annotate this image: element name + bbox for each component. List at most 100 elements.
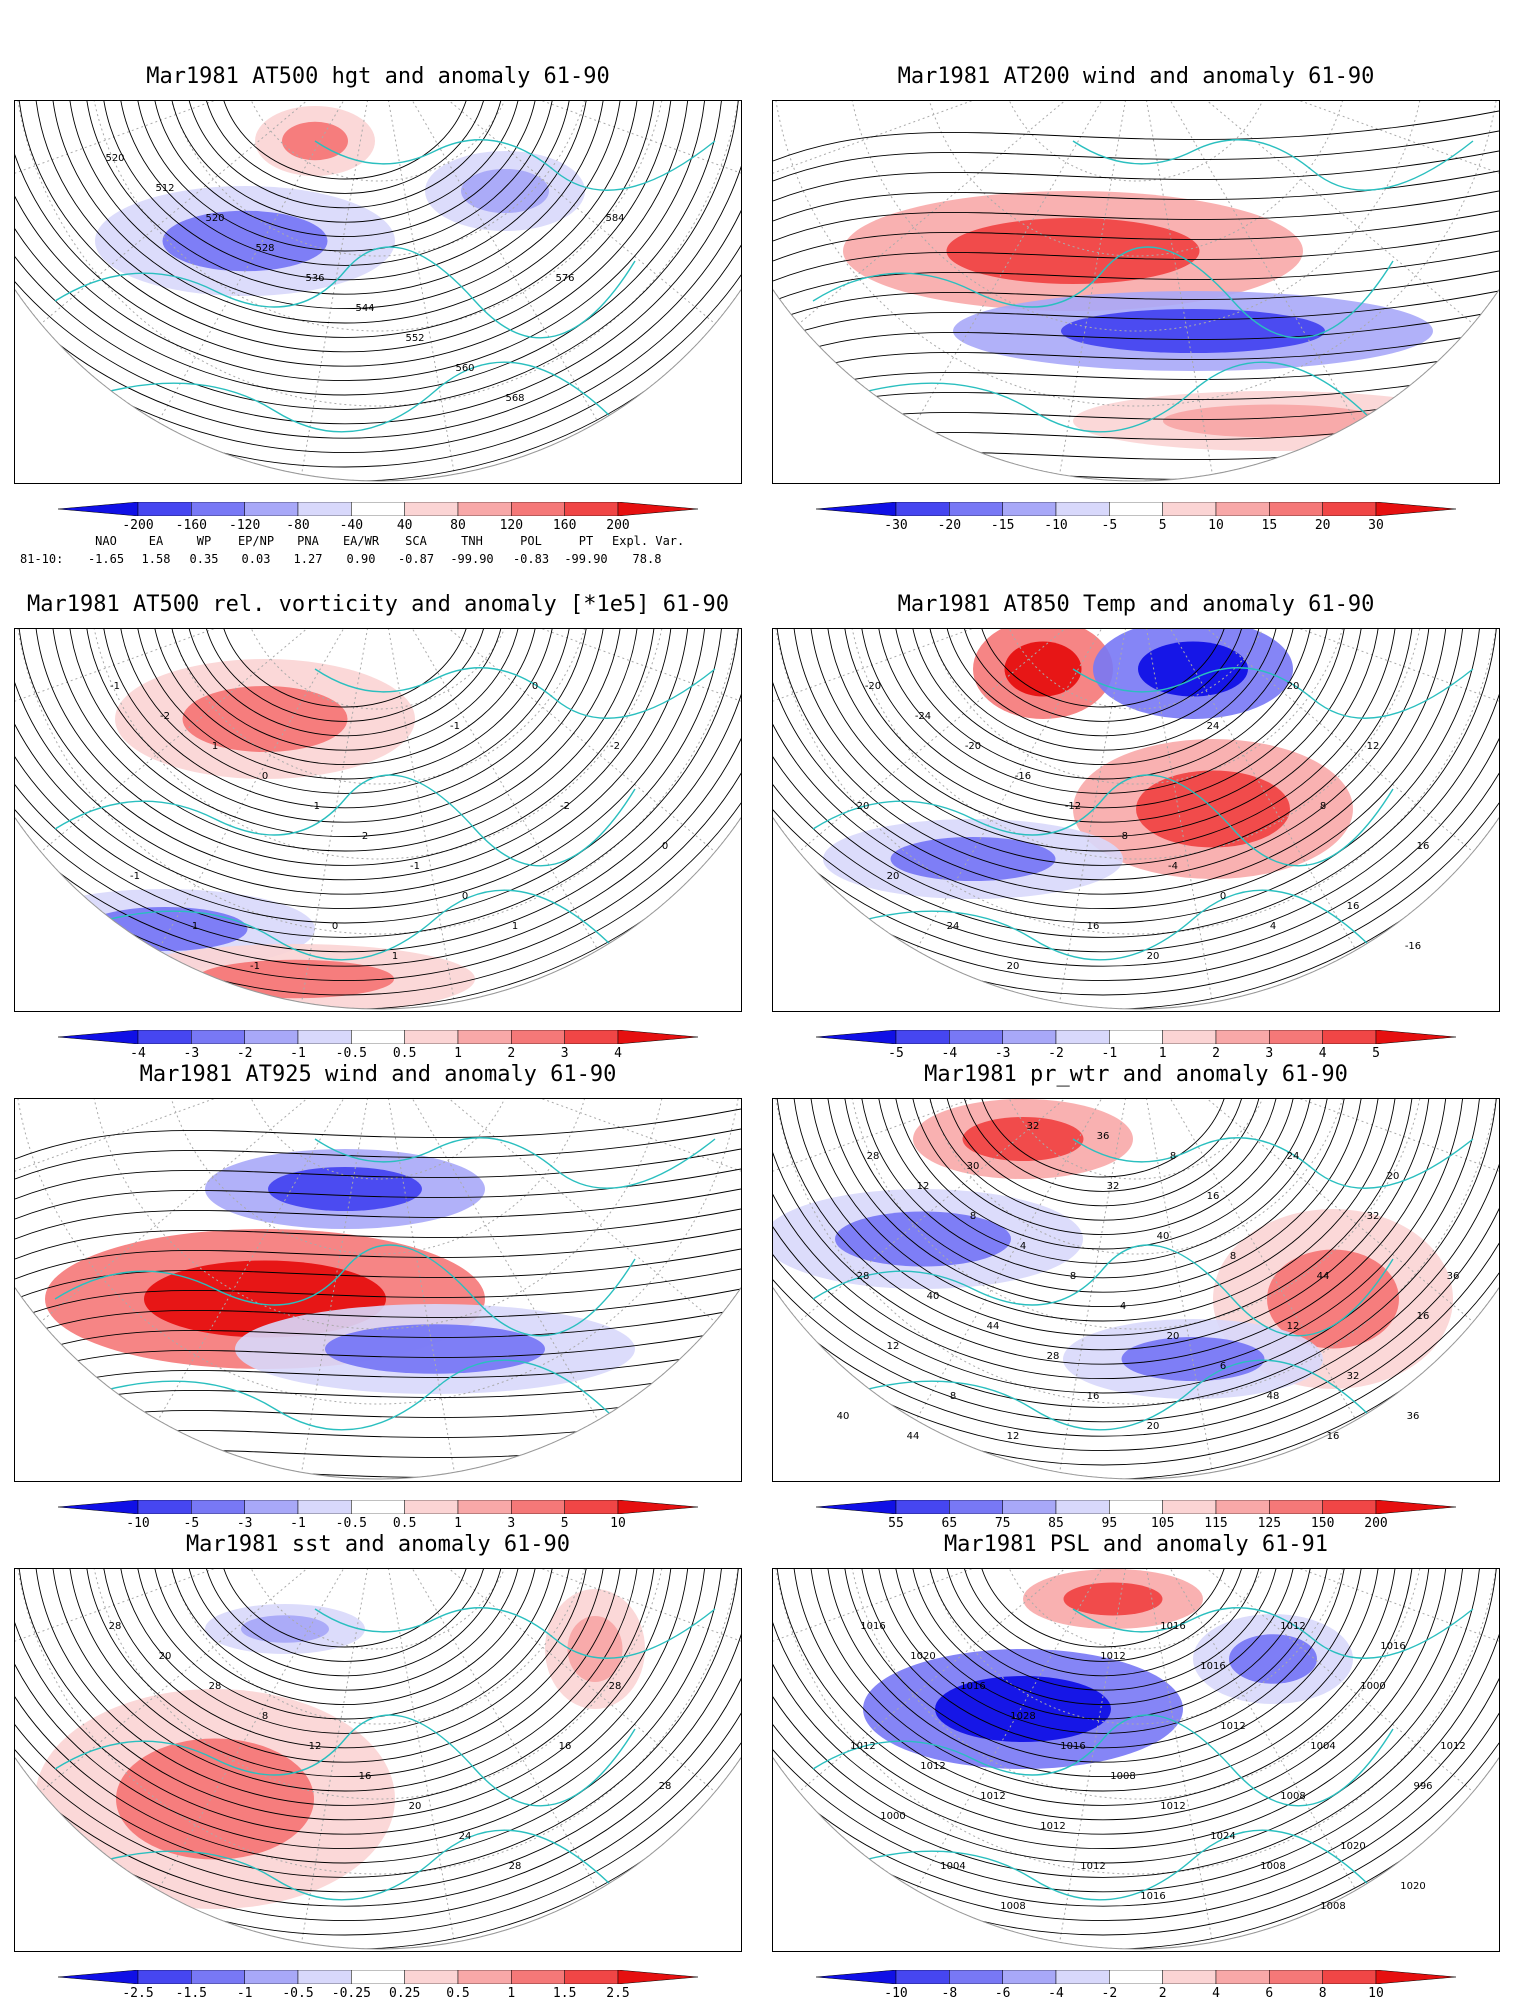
contour-label: -20 — [965, 741, 981, 752]
map-canvas: 520 512 520 528 536 544 552 560 568 576 584 — [15, 101, 741, 482]
colorbar-tick-label: 3 — [560, 1046, 569, 1061]
anomaly-pos-core — [1267, 1249, 1399, 1349]
contour-line — [875, 1099, 1331, 1264]
streamline — [773, 130, 1499, 182]
contour-label: 6 — [1220, 1361, 1226, 1372]
contour-label: -20 — [865, 681, 881, 692]
colorbar-swatch — [1055, 1970, 1110, 1984]
meridian — [783, 101, 1137, 338]
streamline — [773, 310, 1499, 362]
contour-line — [184, 101, 506, 209]
colorbar-swatch — [1055, 502, 1110, 516]
hemisphere-outline — [773, 1286, 1499, 1480]
contour-label: 528 — [255, 243, 274, 254]
contour-label: 544 — [355, 303, 374, 314]
coastline — [54, 774, 636, 867]
contour-label: 28 — [509, 1861, 522, 1872]
colorbar-swatch — [297, 1030, 352, 1044]
contour-label: 4 — [1020, 1241, 1026, 1252]
contour-label: 1012 — [850, 1741, 875, 1752]
meridian — [377, 1569, 741, 1667]
contour-label: 0 — [662, 841, 668, 852]
meridian — [377, 629, 609, 968]
contour-line — [858, 1099, 1348, 1279]
contour-label: -4 — [1168, 861, 1178, 872]
contour-label: 8 — [1070, 1271, 1076, 1282]
colorbar-tick-label: -3 — [994, 1046, 1011, 1061]
colorbar-tick-label: -120 — [229, 518, 261, 533]
colorbar-swatch — [244, 1500, 299, 1514]
colorbar-tick-label: -0.5 — [335, 1046, 367, 1061]
contour-line — [15, 629, 741, 953]
colorbar-swatch — [1215, 1500, 1270, 1514]
map-canvas — [773, 101, 1499, 482]
anomaly-neg-core — [241, 1615, 329, 1643]
contour-label: 36 — [1407, 1411, 1420, 1422]
contour-line — [773, 1569, 1465, 1850]
contour-line — [33, 1569, 657, 1806]
contour-line — [791, 1569, 1415, 1806]
contour-line — [15, 629, 741, 938]
contour-line — [773, 1569, 1499, 1878]
contour-label: -16 — [1015, 771, 1031, 782]
contour-label: 44 — [1317, 1271, 1330, 1282]
meridian — [773, 101, 1137, 199]
contour-line — [959, 1099, 1247, 1192]
contour-label: -1 — [410, 861, 420, 872]
meridian — [147, 629, 379, 968]
latitude-circle — [845, 1569, 1427, 1800]
teleconnection-value: -99.90 — [450, 552, 494, 566]
contour-label: 36 — [1097, 1131, 1110, 1142]
meridian — [377, 1099, 609, 1438]
teleconnection-value: -1.65 — [87, 552, 125, 566]
streamline — [15, 1268, 741, 1320]
contour-label: 4 — [1120, 1301, 1126, 1312]
colorbar-swatch — [1322, 1030, 1377, 1044]
colorbar-swatch — [457, 1970, 512, 1984]
contour-label: 8 — [262, 1711, 268, 1722]
colorbar-swatch — [895, 1500, 950, 1514]
meridian — [1135, 629, 1489, 866]
latitude-circle — [87, 101, 669, 332]
contour-line — [15, 629, 741, 996]
coastline — [1072, 667, 1474, 719]
teleconnection-value: 0.35 — [189, 552, 219, 566]
meridian — [147, 101, 379, 440]
contour-line — [50, 101, 640, 324]
contour-label: 1016 — [1160, 1621, 1185, 1632]
contour-line — [773, 1569, 1448, 1835]
contour-label: 1012 — [1040, 1821, 1065, 1832]
contour-line — [875, 629, 1331, 794]
contour-label: 8 — [1230, 1251, 1236, 1262]
contour-label: 1000 — [880, 1811, 905, 1822]
contour-label: 16 — [1327, 1431, 1340, 1442]
coastline — [812, 246, 1394, 339]
colorbar-tick-label: 75 — [994, 1516, 1011, 1531]
contour-line — [184, 1569, 506, 1677]
colorbar-swatch — [404, 1970, 459, 1984]
contour-label: 28 — [659, 1781, 672, 1792]
meridian — [377, 101, 741, 199]
colorbar-tick-label: -10 — [126, 1516, 150, 1531]
colorbar — [58, 1030, 698, 1044]
contour-label: 1024 — [1210, 1831, 1235, 1842]
colorbar-tick-label: -15 — [990, 518, 1015, 533]
contour-line — [773, 1099, 1499, 1408]
coastline — [54, 246, 636, 339]
anomaly-neg-core — [268, 1167, 422, 1211]
contour-label: 4 — [1270, 921, 1276, 932]
meridian — [783, 1099, 1137, 1336]
contour-line — [218, 629, 472, 708]
contour-label: 1020 — [1340, 1841, 1365, 1852]
colorbar-swatch — [1162, 1030, 1217, 1044]
contour-label: 24 — [1287, 1151, 1300, 1162]
colorbar — [816, 1030, 1456, 1044]
coastline — [314, 139, 716, 191]
contour-label: 1 — [212, 741, 218, 752]
teleconnection-header: PT — [578, 534, 594, 548]
contour-label: 20 — [1287, 681, 1300, 692]
contour-label: 12 — [887, 1341, 900, 1352]
contour-label: 28 — [609, 1681, 622, 1692]
colorbar-tick-label: -2 — [1048, 1046, 1064, 1061]
colorbar — [58, 1970, 698, 1984]
